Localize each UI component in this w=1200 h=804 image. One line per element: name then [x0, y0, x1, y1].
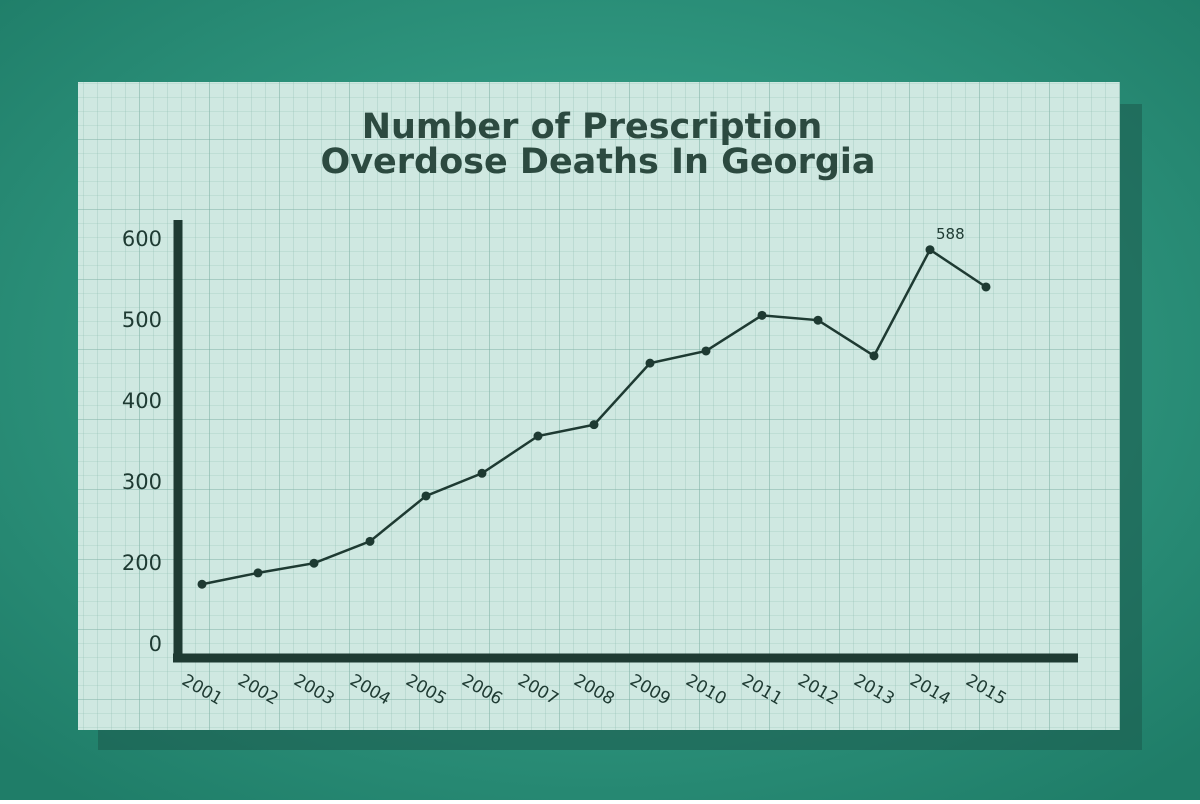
y-tick-label: 200 [122, 551, 162, 575]
point [253, 568, 263, 578]
point [869, 351, 879, 361]
point [757, 310, 767, 320]
point [813, 315, 823, 325]
point [309, 558, 319, 568]
point [421, 491, 431, 501]
point [533, 431, 543, 441]
y-tick-label: 400 [122, 389, 162, 413]
point [197, 579, 207, 589]
y-tick-label: 600 [122, 227, 162, 251]
chart-title: Number of Prescription [362, 107, 823, 147]
point [981, 282, 991, 292]
y-tick-label: 500 [122, 308, 162, 332]
point [477, 468, 487, 478]
point [645, 358, 655, 368]
point [925, 245, 935, 255]
point [589, 420, 599, 430]
chart-title: Overdose Deaths In Georgia [320, 142, 875, 182]
point [701, 346, 711, 356]
y-tick-label: 0 [149, 632, 162, 656]
data-label: 588 [936, 225, 965, 243]
paper-grid [78, 82, 1120, 730]
y-tick-label: 300 [122, 470, 162, 494]
point [365, 536, 375, 546]
